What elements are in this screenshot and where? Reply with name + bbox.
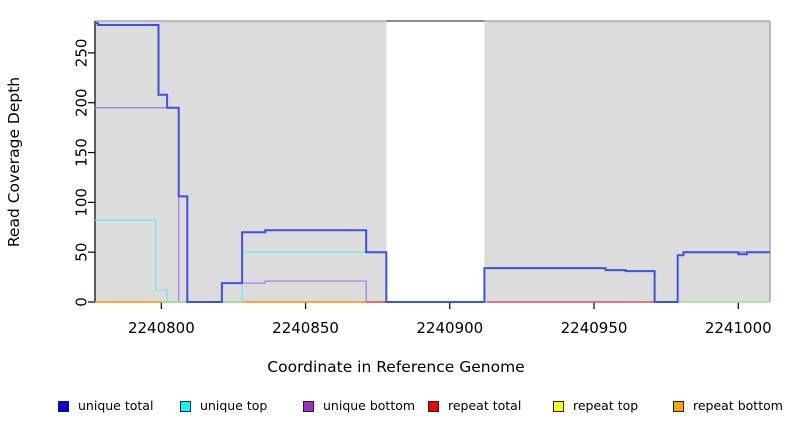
- x-axis-ticks: 2240800 2240850 2240900 2240950 2241000: [128, 302, 772, 337]
- x-tick-label: 2241000: [705, 319, 772, 337]
- legend-item-repeat-total: repeat total: [428, 397, 521, 415]
- series-unique-total: [95, 22, 770, 303]
- x-tick-label: 2240950: [561, 319, 628, 337]
- x-tick-label: 2240850: [272, 319, 339, 337]
- legend-item-unique-bottom: unique bottom: [303, 397, 415, 415]
- y-tick-label: 200: [73, 88, 91, 117]
- x-tick-label: 2240900: [416, 319, 483, 337]
- legend-label: unique top: [200, 398, 268, 413]
- legend-item-unique-total: unique total: [58, 397, 153, 415]
- legend-label: unique bottom: [323, 398, 416, 413]
- chart-legend: unique total unique top unique bottom repea…: [0, 397, 792, 417]
- x-axis-title: Coordinate in Reference Genome: [267, 358, 525, 376]
- y-tick-label: 150: [73, 138, 91, 167]
- y-tick-label: 0: [73, 297, 91, 307]
- legend-swatch-repeat-top: [553, 400, 564, 412]
- x-tick-label: 2240800: [128, 319, 195, 337]
- legend-swatch-unique-bottom: [303, 400, 314, 412]
- legend-swatch-repeat-bottom: [673, 400, 684, 412]
- legend-swatch-unique-total: [58, 400, 69, 412]
- legend-label: repeat bottom: [693, 398, 783, 413]
- legend-swatch-unique-top: [180, 400, 191, 412]
- y-axis-title: Read Coverage Depth: [5, 76, 23, 248]
- y-tick-label: 50: [73, 243, 91, 262]
- legend-swatch-repeat-total: [428, 400, 439, 412]
- legend-item-unique-top: unique top: [180, 397, 267, 415]
- missing-data-region: [386, 21, 485, 302]
- y-tick-label: 100: [73, 188, 91, 217]
- legend-label: repeat top: [573, 398, 639, 413]
- legend-item-repeat-top: repeat top: [553, 397, 638, 415]
- y-axis-ticks: 0 50 100 150 200 250: [73, 39, 95, 307]
- legend-label: unique total: [78, 398, 154, 413]
- legend-item-repeat-bottom: repeat bottom: [673, 397, 783, 415]
- y-tick-label: 250: [73, 39, 91, 68]
- legend-label: repeat total: [448, 398, 522, 413]
